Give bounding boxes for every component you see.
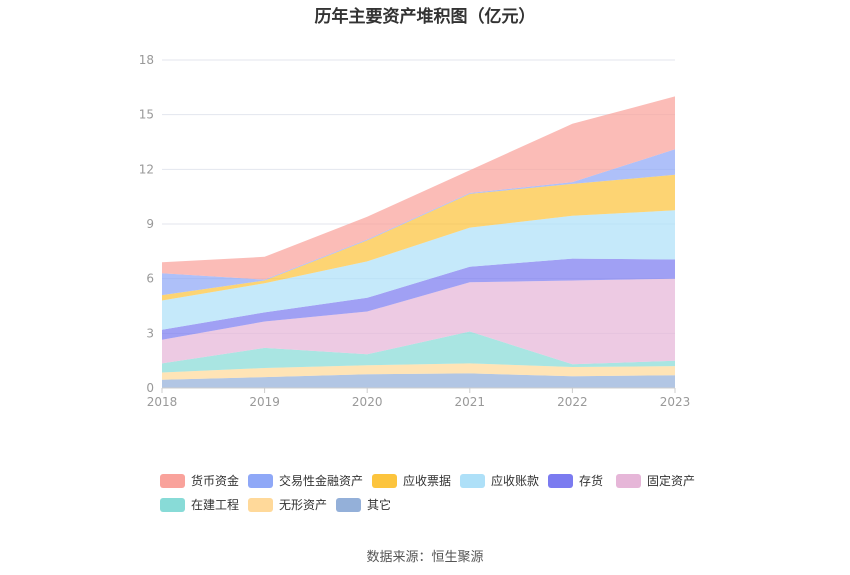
legend-swatch bbox=[616, 473, 641, 488]
area-series[interactable] bbox=[162, 174, 675, 301]
legend-item[interactable]: 应收票据 bbox=[372, 472, 451, 489]
legend-swatch bbox=[372, 473, 397, 488]
y-tick-label: 18 bbox=[139, 53, 154, 67]
legend-item[interactable]: 其它 bbox=[336, 496, 391, 513]
area-series[interactable] bbox=[162, 373, 675, 388]
x-tick-label: 2018 bbox=[147, 395, 178, 409]
legend-item[interactable]: 交易性金融资产 bbox=[248, 472, 363, 489]
x-tick-label: 2020 bbox=[352, 395, 383, 409]
area-series[interactable] bbox=[162, 210, 675, 330]
legend-label: 在建工程 bbox=[191, 498, 240, 512]
area-series[interactable] bbox=[162, 149, 675, 296]
legend-item[interactable]: 货币资金 bbox=[160, 472, 239, 489]
area-series[interactable] bbox=[162, 96, 675, 280]
legend-item[interactable]: 应收账款 bbox=[460, 472, 539, 489]
x-tick-label: 2019 bbox=[249, 395, 280, 409]
legend-label: 货币资金 bbox=[191, 474, 240, 488]
y-tick-label: 6 bbox=[146, 272, 154, 286]
legend-item[interactable]: 固定资产 bbox=[616, 472, 695, 489]
legend-label: 应收票据 bbox=[403, 474, 452, 488]
area-series[interactable] bbox=[162, 331, 675, 373]
y-tick-label: 3 bbox=[146, 326, 154, 340]
y-tick-label: 15 bbox=[139, 108, 154, 122]
legend-swatch bbox=[336, 497, 361, 512]
legend-label: 固定资产 bbox=[647, 474, 696, 488]
y-tick-label: 0 bbox=[146, 381, 154, 395]
x-tick-label: 2022 bbox=[557, 395, 588, 409]
legend-label: 其它 bbox=[367, 498, 392, 512]
legend-item[interactable]: 在建工程 bbox=[160, 496, 239, 513]
legend-swatch bbox=[248, 497, 273, 512]
y-tick-label: 9 bbox=[146, 217, 154, 231]
legend-item[interactable]: 无形资产 bbox=[248, 496, 327, 513]
x-tick-label: 2023 bbox=[660, 395, 691, 409]
legend-swatch bbox=[460, 473, 485, 488]
data-source-note: 数据来源：恒生聚源 bbox=[366, 550, 484, 565]
legend-swatch bbox=[248, 473, 273, 488]
area-series[interactable] bbox=[162, 363, 675, 380]
legend-label: 存货 bbox=[579, 474, 604, 488]
legend-label: 应收账款 bbox=[491, 474, 540, 488]
x-tick-label: 2021 bbox=[455, 395, 486, 409]
y-tick-label: 12 bbox=[139, 162, 154, 176]
legend-swatch bbox=[548, 473, 573, 488]
legend-swatch bbox=[160, 497, 185, 512]
legend-item[interactable]: 存货 bbox=[548, 472, 603, 489]
chart-title: 历年主要资产堆积图（亿元） bbox=[314, 7, 536, 27]
legend-label: 交易性金融资产 bbox=[279, 474, 364, 488]
area-series[interactable] bbox=[162, 278, 675, 365]
legend-label: 无形资产 bbox=[279, 498, 328, 512]
legend-swatch bbox=[160, 473, 185, 488]
area-series[interactable] bbox=[162, 258, 675, 340]
